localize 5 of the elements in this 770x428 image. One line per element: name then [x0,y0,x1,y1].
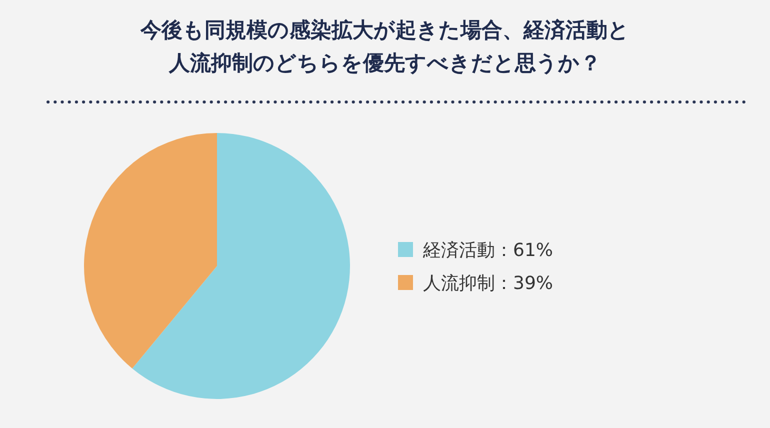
legend-label: 経済活動：61% [422,240,554,261]
chart-title: 今後も同規模の感染拡大が起きた場合、経済活動と人流抑制のどちらを優先すべきだと思うか？ [139,17,630,77]
pie-slice [132,133,350,399]
legend-label: 人流抑制：39% [423,273,554,294]
pie-slice [84,133,217,368]
